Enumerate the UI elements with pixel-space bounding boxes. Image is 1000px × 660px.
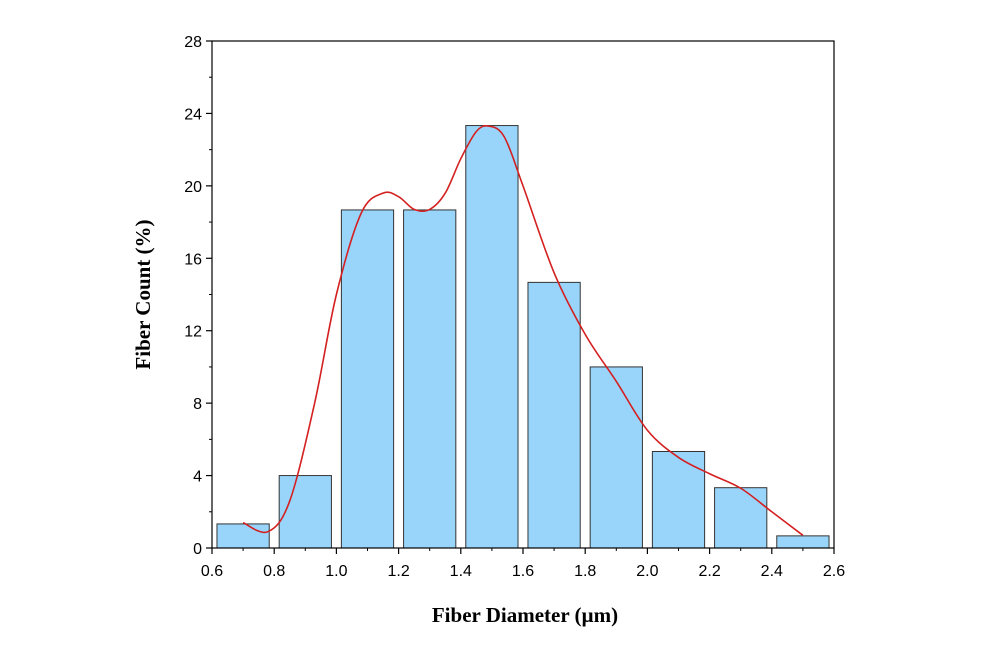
y-tick-label: 8 <box>193 396 202 413</box>
y-tick-label: 4 <box>193 469 202 486</box>
x-tick-label: 1.8 <box>574 563 596 580</box>
histogram-bar <box>589 366 643 549</box>
y-axis-title: Fiber Count (%) <box>131 219 155 369</box>
distribution-fit-curve <box>242 125 804 536</box>
x-tick-label: 1.0 <box>325 563 347 580</box>
y-tick-label: 0 <box>193 541 202 558</box>
y-tick-label: 12 <box>184 324 202 341</box>
x-tick-label: 2.2 <box>698 563 720 580</box>
y-tick-label: 20 <box>184 179 202 196</box>
histogram-bar <box>714 487 768 549</box>
x-tick-label: 2.6 <box>823 563 845 580</box>
histogram-bar <box>651 450 706 549</box>
x-tick-label: 2.4 <box>761 563 783 580</box>
x-tick-label: 1.2 <box>387 563 409 580</box>
histogram-bar <box>403 209 457 549</box>
x-tick-label: 1.6 <box>512 563 534 580</box>
x-tick-label: 0.8 <box>263 563 285 580</box>
y-tick-label: 24 <box>184 106 202 123</box>
x-tick-label: 2.0 <box>636 563 658 580</box>
y-tick-label: 28 <box>184 34 202 51</box>
distribution-fit-curve-layer <box>242 125 804 536</box>
x-tick-label: 1.4 <box>450 563 472 580</box>
histogram-bar <box>465 125 519 549</box>
y-tick-label: 16 <box>184 251 202 268</box>
x-axis-title: Fiber Diameter (µm) <box>432 603 618 627</box>
x-tick-label: 0.6 <box>201 563 223 580</box>
histogram-bar <box>527 281 581 549</box>
histogram-bar <box>278 475 332 549</box>
histogram-bar <box>340 209 395 549</box>
plot-frame <box>211 40 835 549</box>
histogram-bar <box>776 535 830 549</box>
histogram-bars <box>216 125 830 549</box>
histogram-bar <box>216 523 270 549</box>
y-axis-ticks: 0 4 8 12 16 20 24 28 <box>184 34 212 558</box>
x-axis-ticks: 0.6 0.8 1.0 1.2 1.4 1.6 1.8 2.0 2.2 2.4 2.6 <box>201 548 845 580</box>
